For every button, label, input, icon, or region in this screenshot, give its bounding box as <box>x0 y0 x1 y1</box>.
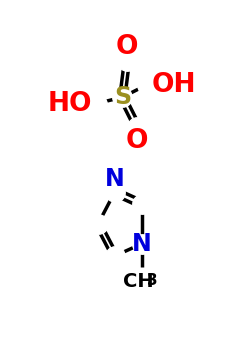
Text: 3: 3 <box>147 273 158 288</box>
Text: O: O <box>116 34 138 60</box>
Text: S: S <box>114 85 131 109</box>
Text: CH: CH <box>123 272 154 291</box>
Text: N: N <box>132 232 152 256</box>
Text: O: O <box>126 128 148 154</box>
Text: HO: HO <box>47 91 92 117</box>
Text: OH: OH <box>152 72 196 98</box>
Text: N: N <box>105 167 125 190</box>
